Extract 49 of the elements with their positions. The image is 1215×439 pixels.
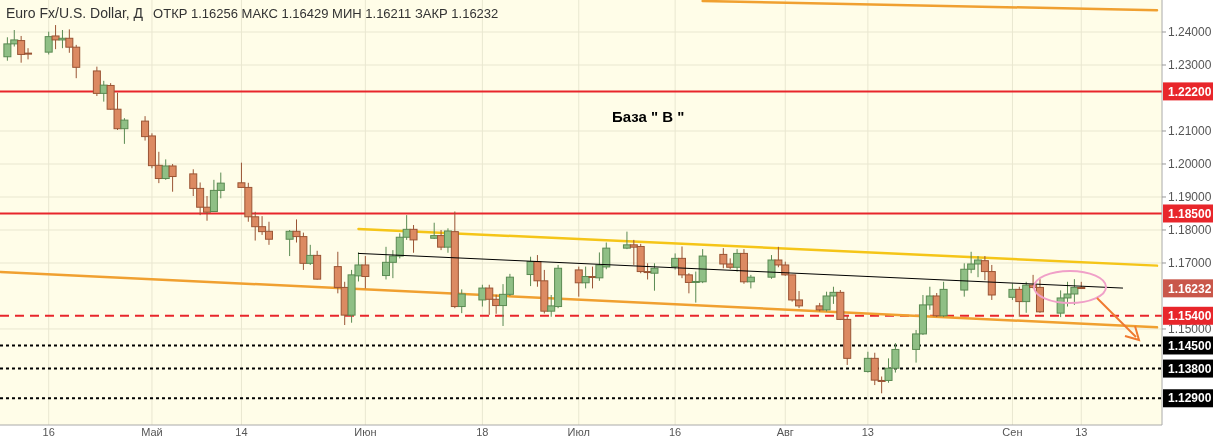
y-tick-label: 1.24000: [1168, 25, 1212, 40]
y-tick-label: 1.18000: [1168, 223, 1212, 238]
ref-line-label: 1.14500: [1168, 338, 1212, 353]
candlestick: [285, 229, 294, 257]
candlestick: [409, 224, 418, 254]
candlestick: [650, 262, 659, 292]
x-tick-label: 14: [235, 426, 248, 438]
x-tick-label: Июл: [567, 426, 590, 438]
candlestick: [51, 24, 60, 50]
candlestick: [588, 266, 597, 289]
y-tick-label: 1.17000: [1168, 256, 1212, 271]
chart-title: Euro Fx/U.S. Dollar, Д: [6, 5, 144, 21]
ref-line-label: 1.15400: [1168, 308, 1212, 323]
candlestick: [92, 66, 101, 97]
x-tick-label: 18: [476, 426, 489, 438]
x-tick-label: Май: [141, 426, 163, 438]
candlestick: [168, 163, 177, 193]
y-tick-label: 1.15000: [1168, 322, 1212, 337]
x-tick-label: Июн: [354, 426, 377, 438]
y-tick-label: 1.21000: [1168, 124, 1212, 139]
ref-line-label: 1.12900: [1168, 391, 1212, 406]
candlestick: [581, 266, 590, 289]
candlestick: [306, 244, 315, 266]
x-tick-label: Сен: [1002, 426, 1023, 438]
candlestick: [437, 229, 446, 251]
y-tick-label: 1.23000: [1168, 58, 1212, 73]
candlestick: [44, 31, 53, 55]
candlestick: [478, 284, 487, 308]
candlestick: [443, 227, 452, 254]
y-tick-label: 1.20000: [1168, 157, 1212, 172]
annotation: База " В ": [612, 108, 685, 125]
text: 1.16232: [1168, 281, 1212, 296]
text: ОТКР 1.16256 МАКС 1.16429 МИН 1.16211 ЗАКР 1.16232: [153, 6, 499, 21]
y-tick-label: 1.19000: [1168, 190, 1212, 205]
candlestick: [457, 288, 466, 314]
x-tick-label: 13: [861, 426, 874, 438]
x-tick-label: Авг: [776, 426, 794, 438]
candlestick: [1022, 281, 1031, 314]
x-tick-label: 16: [669, 426, 682, 438]
candlestick: [120, 117, 129, 145]
candlestick: [361, 255, 370, 289]
x-tick-label: 16: [42, 426, 55, 438]
candlestick: [313, 250, 322, 281]
ref-line-label: 1.18500: [1168, 206, 1212, 221]
candlestick: [622, 231, 631, 250]
ref-line-label: 1.22200: [1168, 84, 1212, 99]
x-tick-label: 13: [1075, 426, 1088, 438]
ref-line-label: 1.13800: [1168, 361, 1212, 376]
candlestick: [58, 29, 67, 49]
